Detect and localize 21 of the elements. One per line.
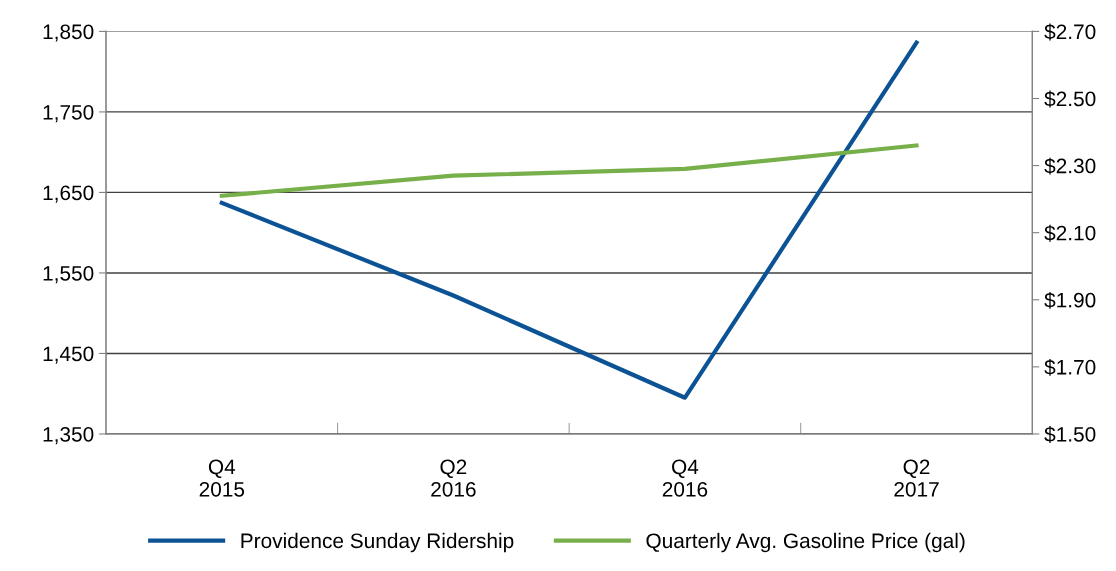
y2-tick-label: $2.10 — [1044, 224, 1096, 242]
y2-tick-label: $2.50 — [1044, 90, 1096, 108]
y-tick-label: 1,750 — [43, 104, 94, 123]
y2-tick-label: $2.30 — [1044, 157, 1096, 175]
x-tick-label: Q4 2015 — [199, 459, 245, 497]
x-tick-label: Q4 2016 — [662, 459, 708, 497]
y2-tick-label: $2.70 — [1044, 23, 1096, 41]
y2-tick-label: $1.70 — [1044, 358, 1096, 376]
y2-tick-label: $1.90 — [1044, 291, 1096, 309]
x-tick-label: Q2 2016 — [431, 459, 476, 497]
y-tick-label: 1,650 — [43, 185, 94, 203]
line-series — [219, 143, 919, 198]
x-tick-label: Q2 2017 — [894, 459, 939, 497]
legend-label: Quarterly Avg. Gasoline Price (gal) — [646, 532, 965, 553]
y-tick-label: 1,850 — [43, 24, 94, 42]
y-tick-label: 1,350 — [43, 426, 94, 445]
y2-tick-label: $1.50 — [1044, 426, 1096, 443]
legend-label: Providence Sunday Ridership — [241, 532, 514, 553]
y-tick-label: 1,550 — [43, 265, 94, 284]
line-series — [219, 40, 919, 400]
y-tick-label: 1,450 — [43, 346, 94, 364]
